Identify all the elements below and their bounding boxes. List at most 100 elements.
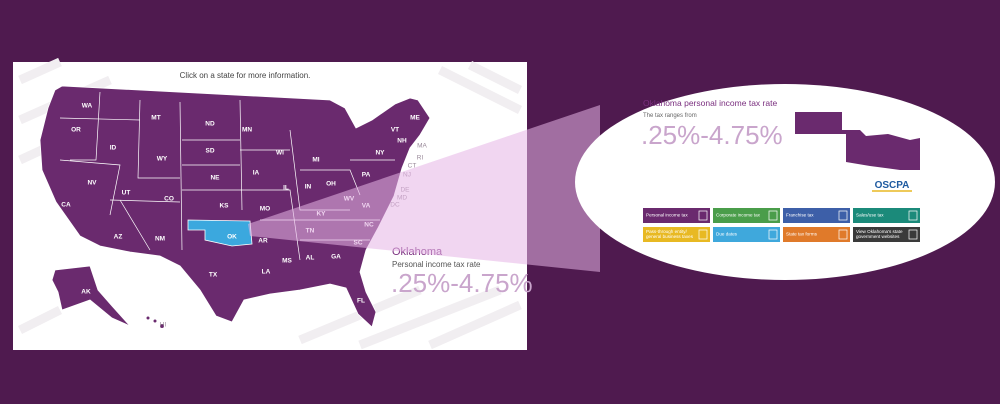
state-label: MI [312,157,319,164]
tax-button[interactable]: View Oklahoma's state government websites [853,227,920,242]
state-label: IL [283,185,289,192]
tax-button[interactable]: Sales/use tax [853,208,920,223]
tax-button[interactable]: Corporate income tax [713,208,780,223]
state-label: ID [110,145,117,152]
button-icon [908,229,918,240]
state-label: IA [253,170,260,177]
state-label: VT [391,127,399,134]
state-label: MS [282,258,292,265]
detail-ranges-label: The tax ranges from [643,113,697,119]
tax-button[interactable]: Pass-through entity/general business tax… [643,227,710,242]
button-bg [853,208,920,223]
button-label: Sales/use tax [856,213,884,218]
selected-rate: .25%-4.75% [391,268,533,298]
state-label: LA [262,269,271,276]
state-label: PA [362,172,371,179]
state-label: NH [397,138,407,145]
tax-button[interactable]: Due dates [713,227,780,242]
button-bg [643,227,710,242]
us-map[interactable] [39,85,431,328]
button-icon [698,229,708,240]
button-line: Sales/use tax [856,213,884,218]
button-line: Franchise tax [786,213,814,218]
state-label: AK [81,289,91,296]
state-label: NM [155,236,165,243]
button-bg [713,208,780,223]
logo[interactable]: OSCPA [875,180,910,191]
button-line: Pass-through entity/ [646,229,688,234]
prompt: Click on a state for more information. [180,71,311,80]
button-icon [698,210,708,221]
state-label: CA [61,202,71,209]
button-label: Due dates [716,232,738,237]
button-line: Corporate income tax [716,213,761,218]
state-label: NV [87,180,97,187]
button-label: Personal income tax [646,213,688,218]
state-label: GA [331,254,341,261]
state-label: HI [160,322,167,329]
state-label: OR [71,127,81,134]
tax-button[interactable]: Franchise tax [783,208,850,223]
state-label: WY [157,156,168,163]
state-label: AZ [114,234,123,241]
alaska[interactable] [51,265,131,327]
button-line: government websites [856,234,900,239]
state-label: RI [417,155,424,162]
state-label: OH [326,181,336,188]
button-icon [768,229,778,240]
state-label: MO [260,206,270,213]
detail-panel: Oklahoma personal income tax rate The ta… [641,98,920,242]
button-bg [853,227,920,242]
detail-bubble [575,84,995,280]
button-label: Pass-through entity/general business tax… [646,229,694,239]
state-label: NE [210,175,220,182]
state-label: TX [209,272,218,279]
state-label: WA [82,103,93,110]
state-label: NY [375,150,385,157]
state-label: SD [205,148,214,155]
button-icon [838,229,848,240]
button-line: State tax forms [786,232,818,237]
state-label: ND [205,121,215,128]
button-line: Due dates [716,232,738,237]
tax-button[interactable]: Personal income tax [643,208,710,223]
state-label: ME [410,115,420,122]
state-label: OK [227,234,237,241]
state-label: KS [219,203,229,210]
detail-rate: .25%-4.75% [641,120,783,150]
state-label: IN [305,184,312,191]
state-label: MN [242,127,252,134]
state-label: CT [408,163,417,170]
button-icon [768,210,778,221]
button-bg [783,208,850,223]
button-bg [713,227,780,242]
button-line: View Oklahoma's state [856,229,903,234]
button-icon [908,210,918,221]
state-label: AR [258,238,268,245]
button-label: View Oklahoma's state government websites [856,229,903,239]
detail-title: Oklahoma personal income tax rate [643,98,777,108]
selected-subtitle: Personal income tax rate [392,260,481,269]
button-label: Franchise tax [786,213,814,218]
state-label: WI [276,150,284,157]
button-bg [643,208,710,223]
button-bg [783,227,850,242]
state-shape [795,112,920,170]
tax-button[interactable]: State tax forms [783,227,850,242]
button-icon [838,210,848,221]
button-line: Personal income tax [646,213,688,218]
state-label: FL [357,298,365,305]
state-label: MT [151,115,160,122]
state-label: CO [164,196,174,203]
buttons: Personal income tax Corporate income tax F… [643,208,920,242]
zoom-cone [248,105,600,272]
button-label: Corporate income tax [716,213,761,218]
button-label: State tax forms [786,232,818,237]
state-label: MA [417,143,427,150]
state-label: UT [122,190,131,197]
button-line: general business taxes [646,234,694,239]
hawaii[interactable] [146,316,165,329]
state-label: AL [306,255,315,262]
